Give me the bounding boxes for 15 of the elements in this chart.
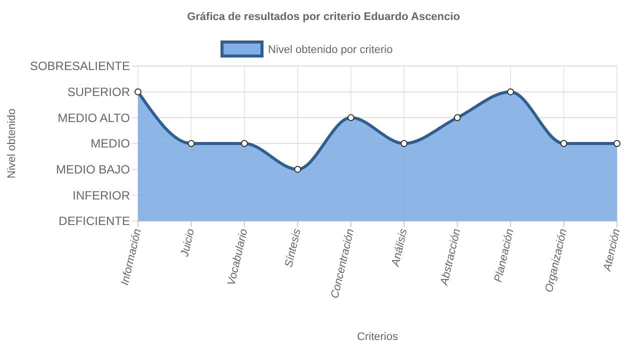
ref-line-label: DEFICIENTE (58, 214, 130, 228)
text: Nivel obtenido (6, 108, 18, 178)
ref-line-label: MEDIO (90, 136, 130, 151)
ref-line-label: SOBRESALIENTE (30, 59, 130, 74)
ref-line-label: MEDIO ALTO (58, 110, 130, 125)
legend-label: Nivel obtenido por criterio (268, 44, 393, 56)
chart-title: Gráfica de resultados por criterio Eduardo Ascencio (187, 11, 460, 23)
x-tick-label: Análisis (389, 227, 410, 268)
ref-line-label: MEDIO BAJO (56, 162, 130, 177)
ref-line-label: SUPERIOR (67, 85, 130, 100)
x-axis-title: Criterios (357, 331, 398, 343)
ref-line-label: INFERIOR (72, 188, 130, 202)
x-tick-label: Síntesis (282, 227, 304, 269)
x-tick-label: Juicio (178, 228, 197, 259)
x-tick-label: Atención (601, 228, 623, 274)
